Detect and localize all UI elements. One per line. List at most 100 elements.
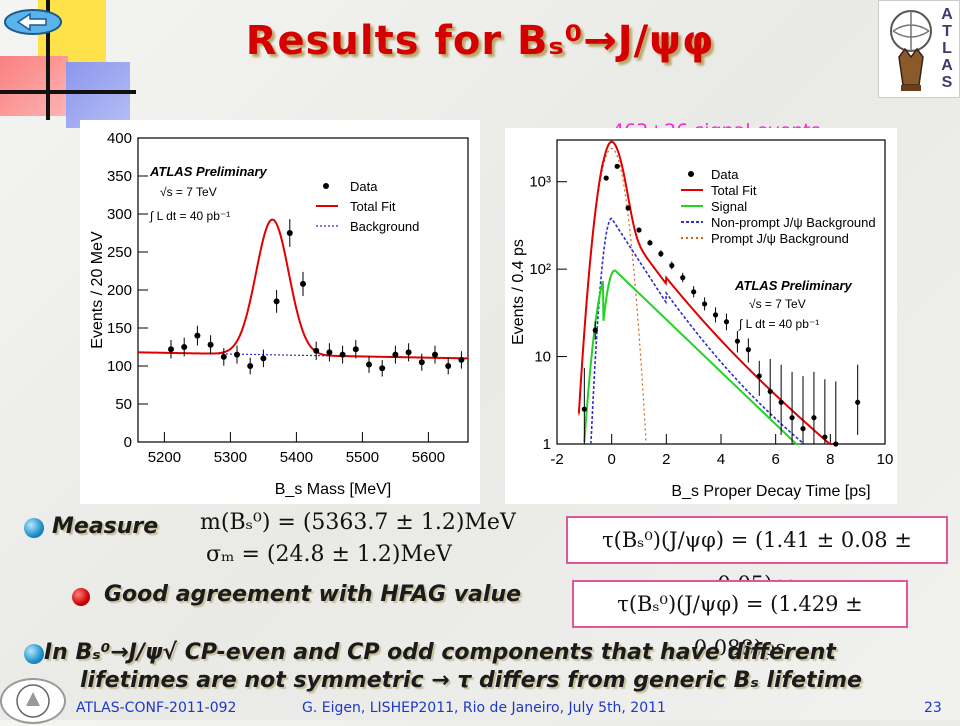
data-point <box>658 251 664 257</box>
data-point <box>260 355 267 362</box>
data-point <box>647 240 653 246</box>
legend-title: ATLAS Preliminary <box>149 164 268 179</box>
bullet-icon <box>24 644 44 664</box>
y-tick-label: 0 <box>124 434 132 451</box>
x-tick-label: 2 <box>662 451 670 468</box>
x-tick-label: 5500 <box>346 449 379 466</box>
corner-decoration-red <box>0 56 68 116</box>
data-point <box>326 349 333 356</box>
data-point <box>603 175 609 181</box>
data-point <box>669 262 675 269</box>
background-fit-line <box>137 351 469 359</box>
legend-data: Data <box>711 167 739 182</box>
y-tick-label: 200 <box>107 282 132 299</box>
data-point <box>723 319 730 325</box>
y-tick-label: 10 <box>534 349 551 366</box>
x-tick-label: 8 <box>826 451 834 468</box>
agreement-label: Good agreement with HFAG value <box>104 582 522 607</box>
data-point <box>300 280 306 287</box>
x-axis-label: B_s Proper Decay Time [ps] <box>671 483 870 500</box>
cp-components-line2: lifetimes are not symmetric → τ differs … <box>80 668 862 693</box>
data-point <box>273 298 280 305</box>
y-tick-label: 10³ <box>529 174 551 191</box>
data-point <box>458 356 465 363</box>
mass-formula: m(Bₛ⁰) = (5363.7 ± 1.2)MeV <box>200 510 516 535</box>
back-arrow-icon[interactable] <box>2 4 64 38</box>
lifetime-plot: 1 10 10² 10³ -2 0 2 4 6 8 10 B_s Proper Decay Time … <box>505 128 897 504</box>
y-tick-label: 1 <box>543 436 551 453</box>
legend-entry: Non-prompt J/ψ Background <box>711 215 876 230</box>
page-number: 23 <box>924 700 942 716</box>
data-point <box>767 388 773 394</box>
legend-title: ATLAS Preliminary <box>734 278 853 293</box>
legend-entry: Signal <box>711 199 747 214</box>
y-tick-label: 300 <box>107 206 132 223</box>
mass-plot-svg: 0 50 100 150 200 250 300 350 400 5200 5300 5400 5500… <box>89 130 469 498</box>
data-point <box>313 347 320 354</box>
data-point <box>592 327 598 333</box>
y-tick-label: 100 <box>107 358 132 375</box>
bullet-icon <box>24 518 44 538</box>
x-tick-label: 6 <box>771 451 779 468</box>
measure-label: Measure <box>52 514 159 539</box>
data-point <box>691 289 697 295</box>
x-tick-label: -2 <box>550 451 563 468</box>
data-point <box>625 205 631 211</box>
legend-entry: Prompt J/ψ Background <box>711 231 849 246</box>
y-tick-label: 350 <box>107 168 132 185</box>
legend-data-marker <box>323 183 329 189</box>
data-point <box>286 230 293 236</box>
data-point <box>745 347 751 353</box>
nonprompt-background-curve <box>590 217 809 445</box>
data-point <box>392 351 399 358</box>
corner-decoration-line <box>0 90 136 94</box>
legend-energy: √s = 7 TeV <box>160 185 217 199</box>
signal-curve <box>583 269 801 445</box>
atlas-logo <box>878 0 960 98</box>
data-point <box>712 312 719 318</box>
x-tick-label: 5400 <box>280 449 313 466</box>
data-point <box>247 363 254 369</box>
legend-lumi: ∫ L dt = 40 pb⁻¹ <box>149 209 230 223</box>
legend-background: Background <box>350 219 419 234</box>
footer-conference-note: ATLAS-CONF-2011-092 <box>76 700 237 716</box>
y-tick-label: 400 <box>107 130 132 147</box>
data-point <box>379 365 386 372</box>
corner-decoration-blue <box>66 62 130 128</box>
data-point <box>432 351 438 358</box>
data-point <box>445 363 452 369</box>
data-point <box>207 341 214 348</box>
total-fit-line <box>137 218 469 360</box>
data-point <box>405 349 412 356</box>
corner-decoration-line <box>46 0 50 120</box>
legend-energy: √s = 7 TeV <box>749 297 806 311</box>
x-tick-label: 5600 <box>412 449 445 466</box>
data-point <box>636 227 642 233</box>
prompt-background-curve <box>578 147 647 443</box>
data-point <box>234 351 240 358</box>
bullet-icon <box>72 588 90 606</box>
data-point <box>418 359 425 366</box>
y-axis-label: Events / 20 MeV <box>89 231 106 349</box>
data-point <box>833 441 839 447</box>
data-point <box>756 373 762 379</box>
x-tick-label: 5200 <box>148 449 181 466</box>
data-point <box>811 415 817 421</box>
legend-total-fit: Total Fit <box>350 199 396 214</box>
data-point <box>702 301 708 307</box>
y-tick-label: 10² <box>529 261 551 278</box>
mass-plot: 0 50 100 150 200 250 300 350 400 5200 5300 5400 5500… <box>80 120 480 504</box>
x-tick-label: 4 <box>717 451 725 468</box>
y-axis-label: Events / 0.4 ps <box>510 239 527 345</box>
data-point <box>789 415 795 421</box>
x-axis-label: B_s Mass [MeV] <box>275 481 391 498</box>
data-point <box>734 338 740 344</box>
data-point <box>181 344 188 350</box>
legend-data-marker <box>688 171 694 177</box>
lifetime-plot-svg: 1 10 10² 10³ -2 0 2 4 6 8 10 B_s Proper Decay Time … <box>510 139 893 500</box>
university-seal <box>0 678 66 724</box>
legend-data: Data <box>350 179 378 194</box>
data-point <box>339 351 346 358</box>
footer-author: G. Eigen, LISHEP2011, Rio de Janeiro, Ju… <box>302 700 666 716</box>
